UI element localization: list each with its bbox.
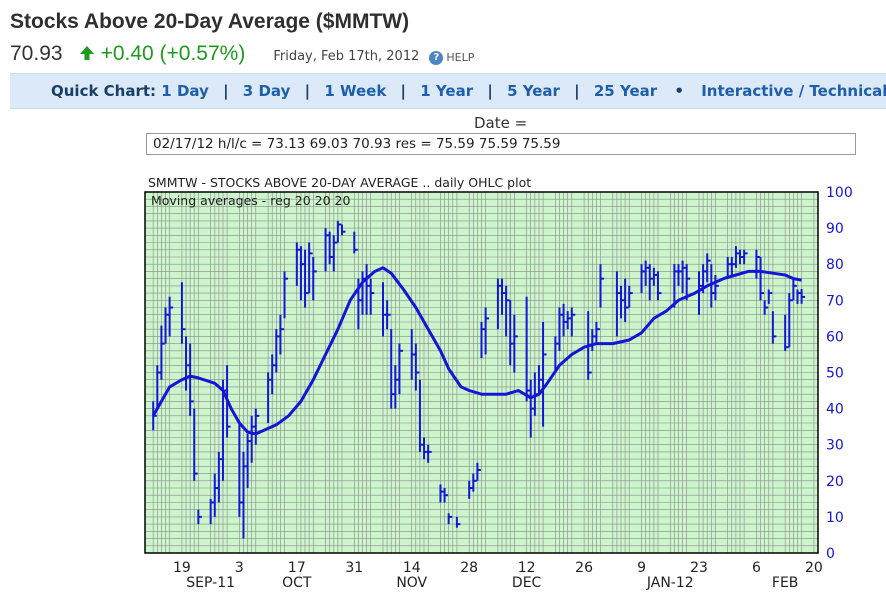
quote-date: Friday, Feb 17th, 2012 [273, 49, 420, 64]
x-tick-label: 9 [637, 560, 646, 576]
moving-average-line [151, 266, 802, 436]
separator: | [304, 82, 311, 100]
y-tick-label: 80 [826, 257, 844, 273]
chart-title: SMMTW - STOCKS ABOVE 20-DAY AVERAGE .. d… [148, 175, 531, 190]
date-readout-label: Date = [474, 114, 528, 132]
x-tick-label: 28 [460, 560, 478, 576]
x-month-label: FEB [772, 575, 799, 591]
y-tick-label: 50 [826, 366, 844, 382]
quick-chart-1-week-link[interactable]: 1 Week [324, 82, 387, 100]
x-tick-label: 12 [518, 560, 536, 576]
y-tick-label: 0 [826, 546, 835, 562]
x-tick-label: 14 [403, 560, 421, 576]
y-tick-label: 60 [826, 329, 844, 345]
y-tick-label: 40 [826, 402, 844, 418]
quick-chart-5-year-link[interactable]: 5 Year [507, 82, 560, 100]
x-tick-label: 26 [575, 560, 593, 576]
y-tick-label: 100 [826, 185, 853, 201]
x-month-label: SEP-11 [186, 575, 235, 591]
last-price: 70.93 [10, 42, 63, 65]
quick-chart-1-year-link[interactable]: 1 Year [420, 82, 474, 100]
page-title: Stocks Above 20-Day Average ($MMTW) [10, 10, 410, 33]
x-month-label: NOV [396, 575, 427, 591]
separator: | [487, 82, 493, 100]
y-tick-label: 70 [826, 293, 844, 309]
separator: | [574, 82, 580, 100]
help-icon: ? [429, 50, 444, 65]
x-tick-label: 3 [235, 560, 244, 576]
help-label: HELP [446, 51, 475, 64]
quote-row: 70.93 +0.40 (+0.57%) Friday, Feb 17th, 2… [10, 42, 474, 70]
x-tick-label: 17 [288, 560, 306, 576]
interactive-technical-link[interactable]: Interactive / Technical [701, 82, 886, 100]
help-link[interactable]: ? HELP [429, 50, 475, 65]
quick-chart-3-day-link[interactable]: 3 Day [242, 82, 291, 100]
x-month-label: DEC [512, 575, 542, 591]
chart-subtitle: Moving averages - reg 20 20 20 [151, 193, 350, 208]
x-tick-label: 23 [690, 560, 708, 576]
x-tick-label: 6 [752, 560, 761, 576]
quick-chart-1-day-link[interactable]: 1 Day [161, 82, 209, 100]
date-readout-field: 02/17/12 h/l/c = 73.13 69.03 70.93 res =… [146, 133, 856, 155]
bullet-separator: • [674, 82, 684, 100]
up-arrow-icon [79, 45, 95, 61]
separator: | [223, 82, 229, 100]
x-month-label: JAN-12 [646, 575, 694, 591]
y-tick-label: 90 [826, 221, 844, 237]
y-tick-label: 30 [826, 438, 844, 454]
x-tick-label: 31 [345, 560, 363, 576]
price-change: +0.40 (+0.57%) [100, 42, 246, 65]
quick-chart-25-year-link[interactable]: 25 Year [593, 82, 658, 100]
x-tick-label: 19 [173, 560, 191, 576]
quick-chart-bar: Quick Chart: 1 Day | 3 Day | 1 Week | 1 … [10, 73, 886, 109]
x-tick-label: 20 [805, 560, 823, 576]
separator: | [400, 82, 407, 100]
ohlc-chart[interactable]: SMMTW - STOCKS ABOVE 20-DAY AVERAGE .. d… [0, 165, 886, 610]
x-month-label: OCT [282, 575, 312, 591]
quick-chart-label: Quick Chart: [51, 82, 157, 100]
y-tick-label: 10 [826, 510, 844, 526]
plot-frame [144, 191, 819, 554]
y-tick-label: 20 [826, 474, 844, 490]
